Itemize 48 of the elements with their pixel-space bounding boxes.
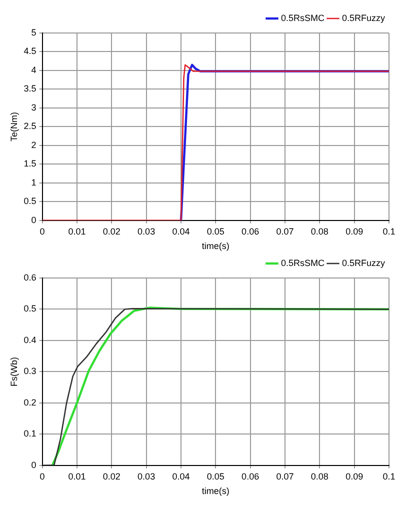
y-tick-label: 0.3 bbox=[24, 366, 36, 376]
legend-label: 0.5RsSMC bbox=[280, 258, 325, 268]
y-tick-label: 0 bbox=[31, 460, 36, 470]
x-tick-label: 0.05 bbox=[206, 226, 224, 236]
y-tick-label: 0.4 bbox=[24, 334, 36, 345]
x-axis-title: time(s) bbox=[202, 241, 230, 252]
x-tick-label: 0.07 bbox=[276, 226, 294, 236]
y-tick-label: 0.5 bbox=[24, 196, 36, 206]
x-tick-label: 0.03 bbox=[138, 226, 156, 236]
x-tick-label: 0.07 bbox=[276, 471, 294, 482]
x-tick-label: 0.05 bbox=[206, 471, 224, 482]
y-tick-label: 4.5 bbox=[24, 46, 36, 56]
y-tick-label: 0.6 bbox=[24, 272, 36, 282]
legend-label: 0.5RsSMC bbox=[280, 12, 325, 23]
y-tick-label: 0.1 bbox=[24, 428, 36, 439]
legend-label: 0.5RFuzzy bbox=[342, 258, 386, 268]
y-axis-title: Te(Nm) bbox=[8, 112, 19, 142]
x-tick-label: 0.06 bbox=[242, 226, 260, 236]
x-tick-label: 0.04 bbox=[172, 226, 190, 236]
x-tick-label: 0.09 bbox=[346, 226, 364, 236]
x-tick-label: 0.01 bbox=[68, 226, 86, 236]
x-tick-label: 0.03 bbox=[138, 471, 156, 482]
y-tick-label: 3.5 bbox=[24, 84, 36, 94]
x-tick-label: 0.06 bbox=[242, 471, 260, 482]
y-tick-label: 0.2 bbox=[24, 397, 36, 408]
y-tick-label: 3 bbox=[31, 102, 36, 112]
y-tick-label: 4 bbox=[31, 64, 36, 75]
x-tick-label: 0.04 bbox=[172, 471, 190, 482]
y-tick-label: 5 bbox=[31, 27, 36, 38]
x-tick-label: 0 bbox=[40, 226, 45, 236]
x-tick-label: 0.01 bbox=[68, 471, 86, 482]
x-tick-label: 0.08 bbox=[310, 471, 328, 482]
x-tick-label: 0.1 bbox=[382, 226, 396, 236]
x-tick-label: 0.1 bbox=[382, 471, 396, 482]
x-tick-label: 0.09 bbox=[346, 471, 364, 482]
x-tick-label: 0.02 bbox=[102, 471, 120, 482]
y-tick-label: 0.5 bbox=[24, 304, 36, 314]
y-axis-title: Fs(Wb) bbox=[8, 356, 19, 386]
y-tick-label: 0 bbox=[31, 214, 36, 225]
legend-label: 0.5RFuzzy bbox=[342, 12, 386, 23]
x-tick-label: 0.02 bbox=[102, 226, 120, 236]
x-axis-title: time(s) bbox=[202, 486, 230, 496]
x-tick-label: 0.08 bbox=[310, 226, 328, 236]
x-tick-label: 0 bbox=[40, 471, 45, 482]
y-tick-label: 2.5 bbox=[24, 121, 36, 132]
y-tick-label: 1.5 bbox=[24, 158, 36, 169]
y-tick-label: 2 bbox=[31, 140, 36, 150]
y-tick-label: 1 bbox=[31, 177, 36, 188]
